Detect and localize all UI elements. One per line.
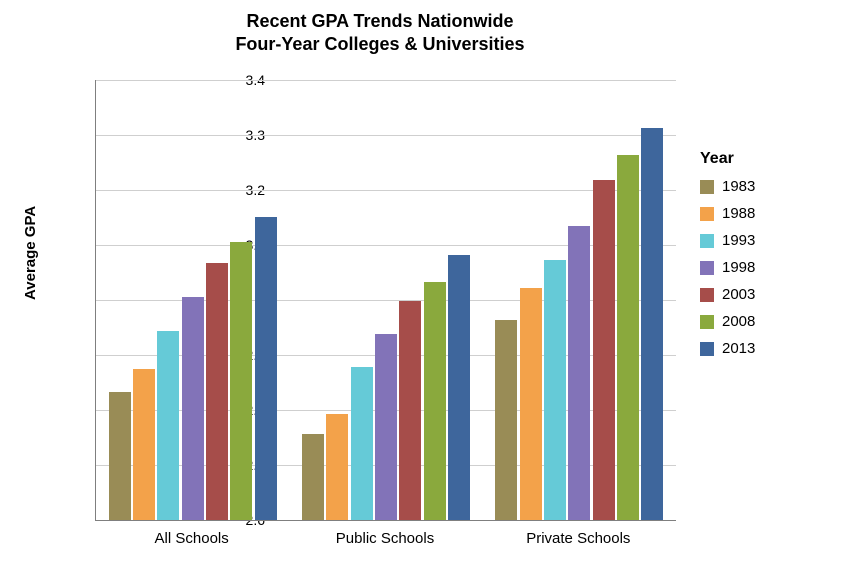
bar [230,242,252,520]
bar [206,263,228,520]
legend-label: 1998 [722,259,755,276]
legend-item: 2008 [700,313,755,330]
legend-swatch [700,261,714,275]
bar [424,282,446,520]
x-tick-label: Public Schools [336,530,434,547]
bar [448,255,470,520]
bar [617,155,639,520]
legend-title: Year [700,150,755,168]
bar [568,226,590,520]
legend: Year 1983 1988 1993 1998 2003 2008 2013 [700,150,755,367]
bar [593,180,615,520]
x-tick-label: Private Schools [526,530,630,547]
bar [375,334,397,520]
legend-swatch [700,234,714,248]
legend-swatch [700,288,714,302]
bar [109,392,131,520]
bar [326,414,348,520]
legend-swatch [700,342,714,356]
legend-item: 2003 [700,286,755,303]
bars-layer [96,80,676,520]
legend-label: 2003 [722,286,755,303]
legend-item: 1993 [700,232,755,249]
legend-swatch [700,207,714,221]
legend-item: 1988 [700,205,755,222]
bar [302,434,324,520]
legend-label: 2013 [722,340,755,357]
bar [133,369,155,520]
bar [157,331,179,520]
legend-label: 2008 [722,313,755,330]
bar [544,260,566,520]
legend-item: 2013 [700,340,755,357]
bar [520,288,542,520]
legend-swatch [700,180,714,194]
y-axis-label: Average GPA [22,206,39,300]
legend-swatch [700,315,714,329]
bar [351,367,373,520]
legend-item: 1983 [700,178,755,195]
bar [495,320,517,520]
x-tick-label: All Schools [155,530,229,547]
chart-title: Recent GPA Trends Nationwide Four-Year C… [0,10,760,55]
chart-title-line1: Recent GPA Trends Nationwide [246,11,513,31]
plot-area [95,80,676,521]
legend-label: 1993 [722,232,755,249]
bar [182,297,204,520]
chart-title-line2: Four-Year Colleges & Universities [235,34,524,54]
legend-item: 1998 [700,259,755,276]
bar [641,128,663,520]
chart-container: Recent GPA Trends Nationwide Four-Year C… [0,0,855,586]
bar [399,301,421,520]
legend-label: 1988 [722,205,755,222]
legend-label: 1983 [722,178,755,195]
bar [255,217,277,520]
